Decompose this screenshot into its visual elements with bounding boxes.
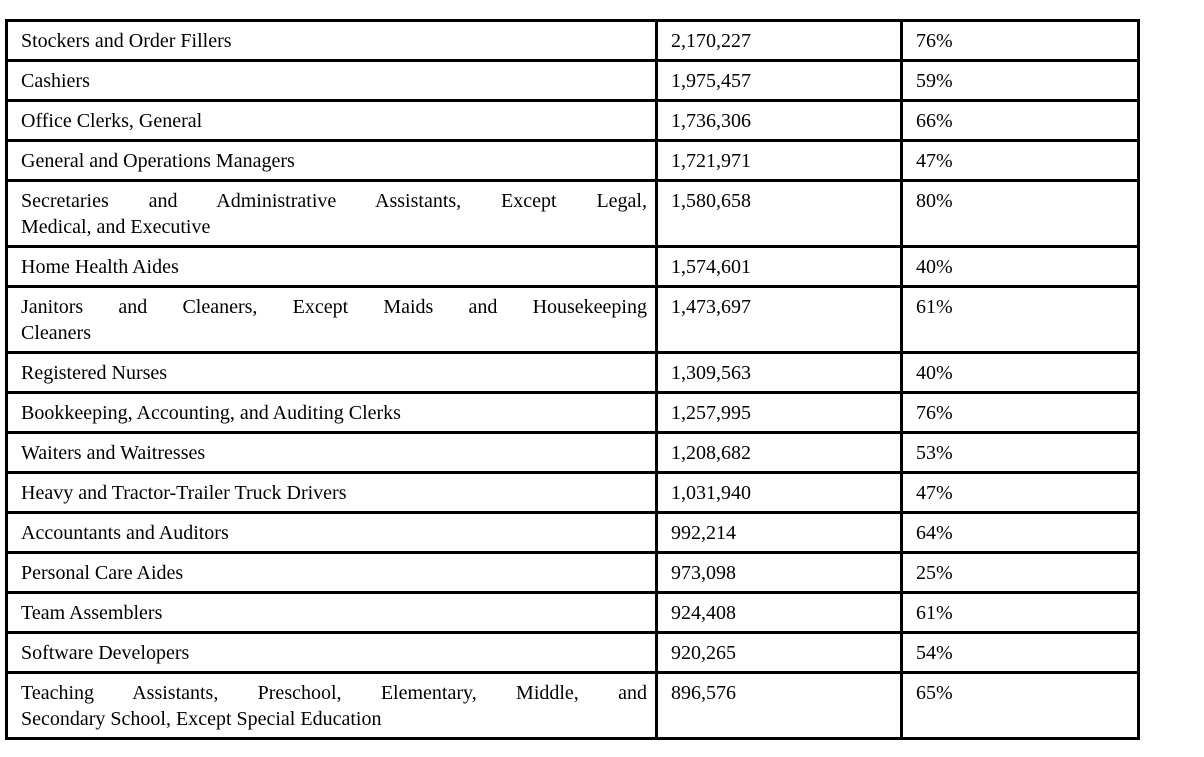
occupation-text-line: Software Developers (21, 642, 190, 664)
employment-cell: 973,098 (655, 551, 903, 594)
table-row: Cashiers 1,975,457 59% (5, 59, 1140, 102)
employment-cell: 1,208,682 (655, 431, 903, 474)
percent-cell: 80% (900, 179, 1140, 248)
occupation-cell: Janitors and Cleaners, Except Maids and … (5, 285, 658, 354)
occupation-cell: Stockers and Order Fillers (5, 19, 658, 62)
percent-cell: 47% (900, 139, 1140, 182)
occupation-cell: Teaching Assistants, Preschool, Elementa… (5, 671, 658, 740)
employment-cell: 1,473,697 (655, 285, 903, 354)
occupation-text-line: Office Clerks, General (21, 110, 203, 132)
employment-cell: 1,309,563 (655, 351, 903, 394)
table-row: Bookkeeping, Accounting, and Auditing Cl… (5, 391, 1140, 434)
occupation-cell: Heavy and Tractor-Trailer Truck Drivers (5, 471, 658, 514)
occupation-text-line: Registered Nurses (21, 362, 168, 384)
occupation-cell: Secretaries and Administrative Assistant… (5, 179, 658, 248)
table-row: Teaching Assistants, Preschool, Elementa… (5, 671, 1140, 740)
occupation-cell: Bookkeeping, Accounting, and Auditing Cl… (5, 391, 658, 434)
occupation-cell: Team Assemblers (5, 591, 658, 634)
employment-cell: 1,257,995 (655, 391, 903, 434)
table-row: Home Health Aides 1,574,601 40% (5, 245, 1140, 288)
table-row: Accountants and Auditors 992,214 64% (5, 511, 1140, 554)
percent-cell: 76% (900, 391, 1140, 434)
occupation-cell: Home Health Aides (5, 245, 658, 288)
occupation-cell: Accountants and Auditors (5, 511, 658, 554)
table-row: Janitors and Cleaners, Except Maids and … (5, 285, 1140, 354)
occupation-text-line: Janitors and Cleaners, Except Maids and … (21, 296, 647, 318)
occupation-text-line: Stockers and Order Fillers (21, 30, 232, 52)
employment-cell: 2,170,227 (655, 19, 903, 62)
occupation-text-line: Secondary School, Except Special Educati… (21, 708, 382, 730)
percent-cell: 61% (900, 591, 1140, 634)
employment-cell: 896,576 (655, 671, 903, 740)
employment-cell: 1,736,306 (655, 99, 903, 142)
percent-cell: 53% (900, 431, 1140, 474)
employment-cell: 1,721,971 (655, 139, 903, 182)
occupation-text-line: Waiters and Waitresses (21, 442, 206, 464)
table-row: General and Operations Managers 1,721,97… (5, 139, 1140, 182)
table-row: Team Assemblers 924,408 61% (5, 591, 1140, 634)
table-row: Software Developers 920,265 54% (5, 631, 1140, 674)
table-row: Personal Care Aides 973,098 25% (5, 551, 1140, 594)
occupation-text-line: Bookkeeping, Accounting, and Auditing Cl… (21, 402, 401, 424)
employment-cell: 1,580,658 (655, 179, 903, 248)
occupations-table: Stockers and Order Fillers 2,170,227 76%… (5, 19, 1140, 740)
percent-cell: 66% (900, 99, 1140, 142)
occupation-cell: Waiters and Waitresses (5, 431, 658, 474)
table-row: Waiters and Waitresses 1,208,682 53% (5, 431, 1140, 474)
occupation-text-line: Teaching Assistants, Preschool, Elementa… (21, 682, 647, 704)
table-row: Secretaries and Administrative Assistant… (5, 179, 1140, 248)
table-row: Stockers and Order Fillers 2,170,227 76% (5, 19, 1140, 62)
percent-cell: 59% (900, 59, 1140, 102)
occupation-text-line: Home Health Aides (21, 256, 179, 278)
employment-cell: 920,265 (655, 631, 903, 674)
table-row: Heavy and Tractor-Trailer Truck Drivers … (5, 471, 1140, 514)
employment-cell: 1,975,457 (655, 59, 903, 102)
occupation-cell: Registered Nurses (5, 351, 658, 394)
occupation-text-line: General and Operations Managers (21, 150, 295, 172)
occupation-text-line: Personal Care Aides (21, 562, 184, 584)
occupation-text-line: Heavy and Tractor-Trailer Truck Drivers (21, 482, 347, 504)
occupation-cell: Office Clerks, General (5, 99, 658, 142)
occupation-text-line: Secretaries and Administrative Assistant… (21, 190, 647, 212)
occupation-cell: Personal Care Aides (5, 551, 658, 594)
table-body: Stockers and Order Fillers 2,170,227 76%… (5, 19, 1140, 740)
occupation-text-line: Cleaners (21, 322, 91, 344)
percent-cell: 54% (900, 631, 1140, 674)
percent-cell: 25% (900, 551, 1140, 594)
table-row: Registered Nurses 1,309,563 40% (5, 351, 1140, 394)
occupation-text-line: Cashiers (21, 70, 90, 92)
occupation-cell: Cashiers (5, 59, 658, 102)
percent-cell: 64% (900, 511, 1140, 554)
percent-cell: 65% (900, 671, 1140, 740)
occupation-text-line: Accountants and Auditors (21, 522, 229, 544)
table-row: Office Clerks, General 1,736,306 66% (5, 99, 1140, 142)
percent-cell: 40% (900, 351, 1140, 394)
occupation-cell: General and Operations Managers (5, 139, 658, 182)
percent-cell: 61% (900, 285, 1140, 354)
occupation-text-line: Medical, and Executive (21, 216, 211, 238)
percent-cell: 76% (900, 19, 1140, 62)
employment-cell: 1,031,940 (655, 471, 903, 514)
percent-cell: 40% (900, 245, 1140, 288)
employment-cell: 992,214 (655, 511, 903, 554)
occupation-text-line: Team Assemblers (21, 602, 163, 624)
employment-cell: 1,574,601 (655, 245, 903, 288)
employment-cell: 924,408 (655, 591, 903, 634)
percent-cell: 47% (900, 471, 1140, 514)
occupation-cell: Software Developers (5, 631, 658, 674)
